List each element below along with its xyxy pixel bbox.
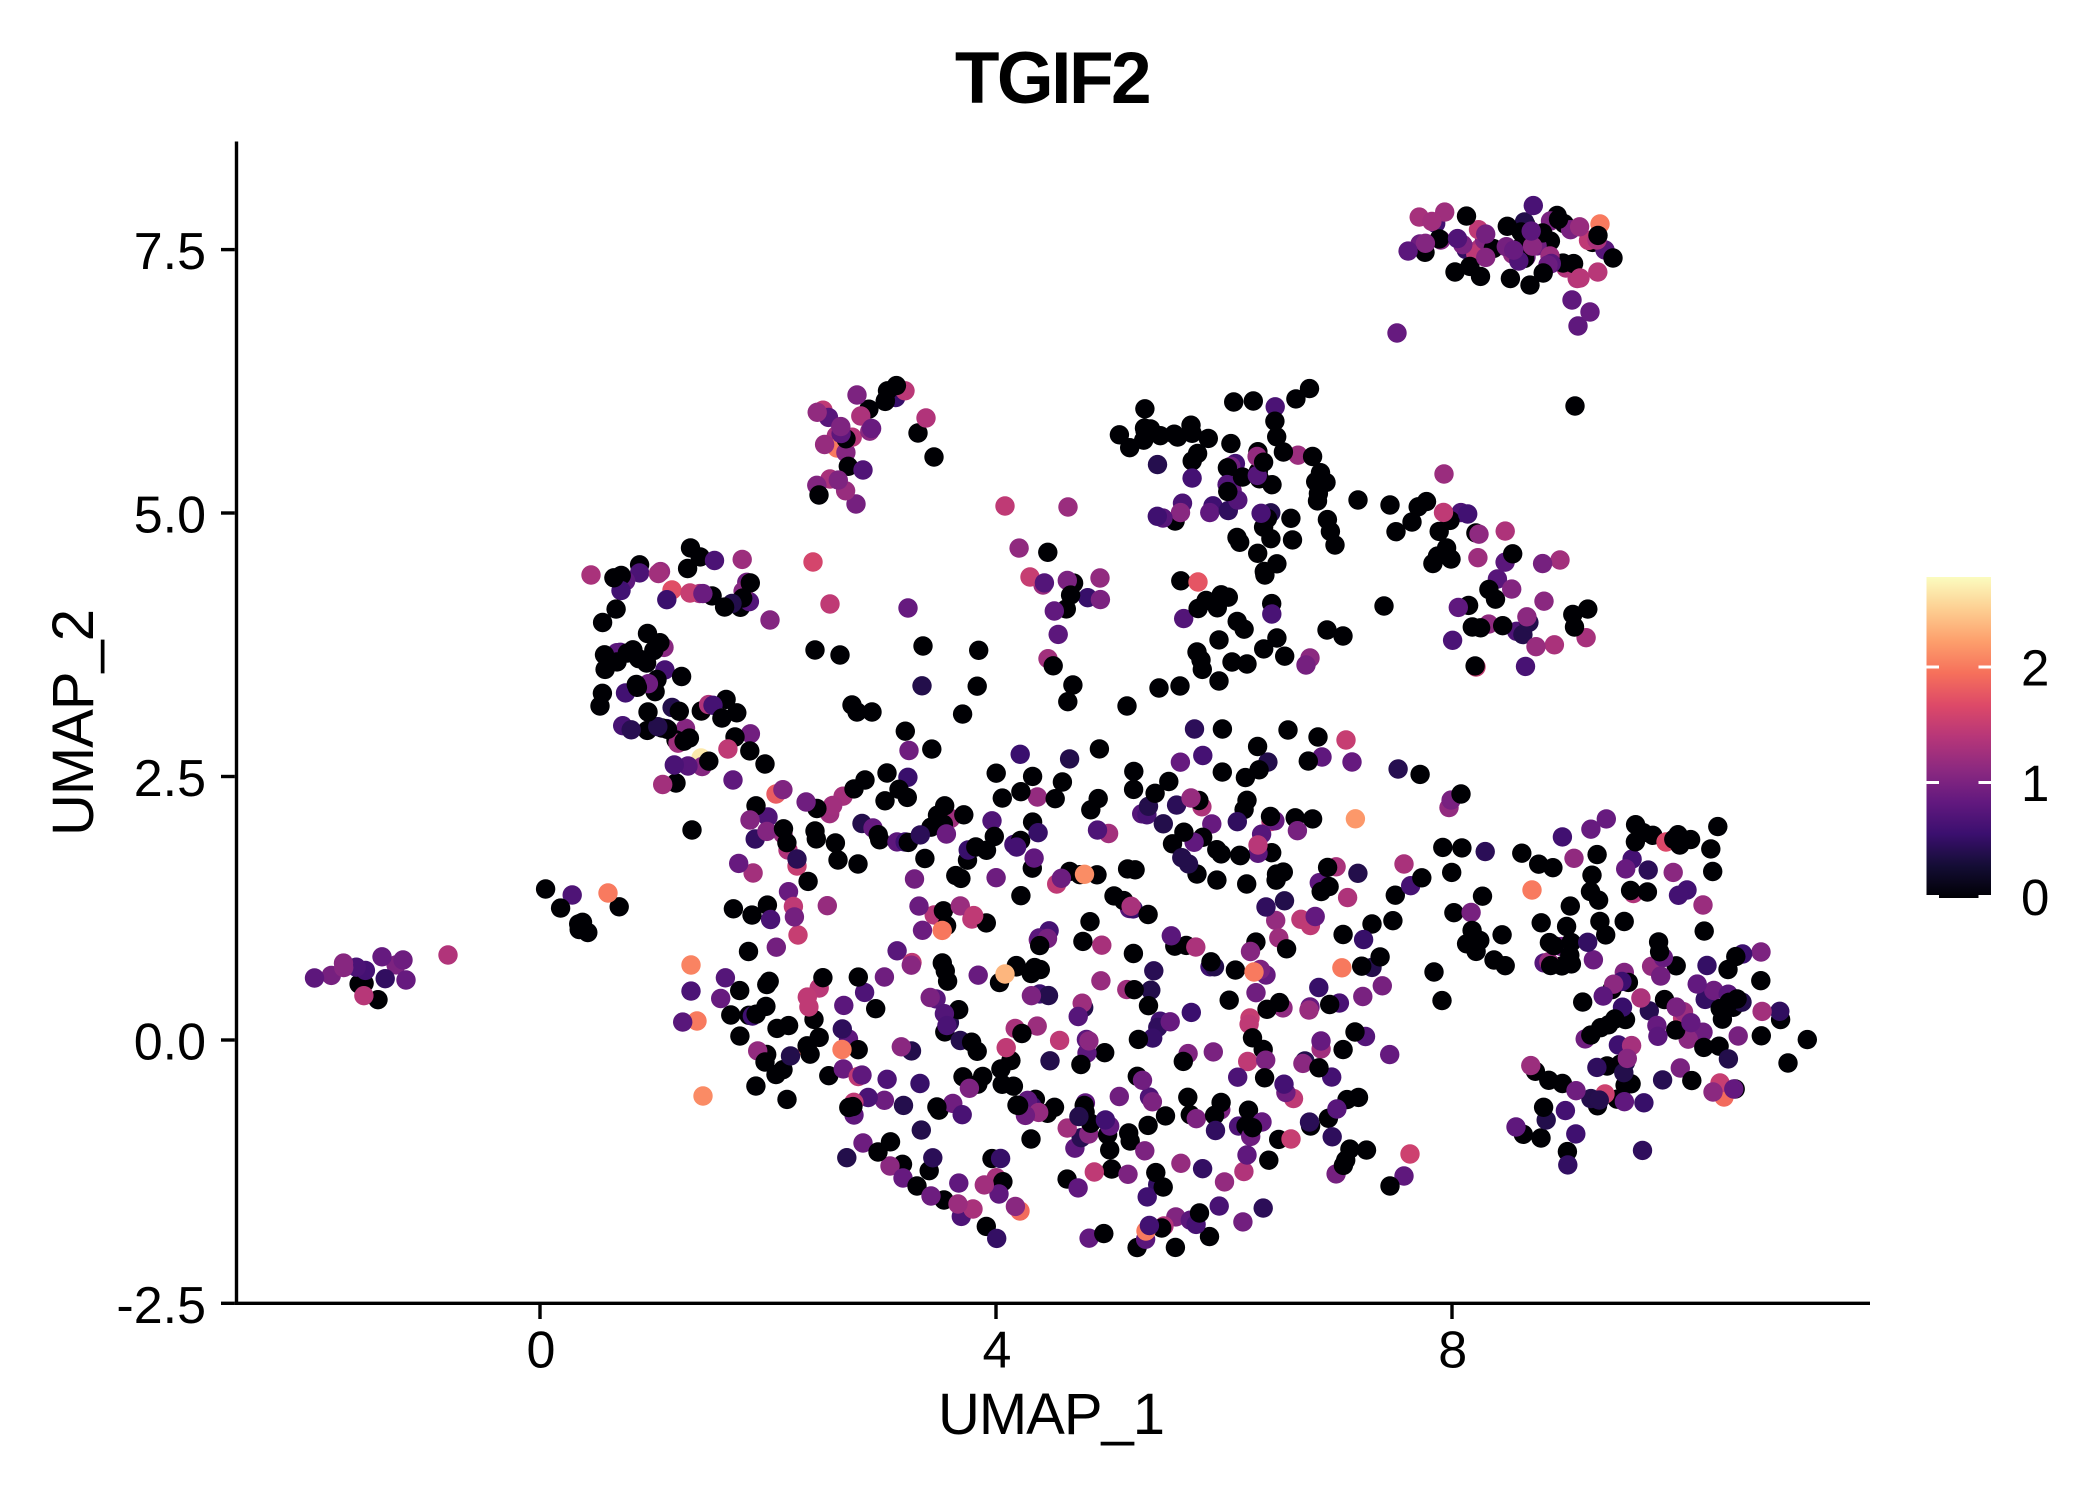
svg-text:UMAP_2: UMAP_2 — [41, 610, 106, 836]
svg-text:4: 4 — [983, 1322, 1012, 1380]
svg-text:8: 8 — [1438, 1322, 1467, 1380]
svg-text:0: 0 — [527, 1322, 556, 1380]
svg-text:2: 2 — [2021, 640, 2049, 697]
svg-text:-2.5: -2.5 — [116, 1277, 206, 1335]
svg-text:TGIF2: TGIF2 — [955, 38, 1149, 119]
svg-text:2.5: 2.5 — [134, 750, 206, 808]
svg-text:5.0: 5.0 — [134, 487, 206, 545]
svg-text:0.0: 0.0 — [134, 1014, 206, 1072]
svg-text:UMAP_1: UMAP_1 — [938, 1382, 1164, 1447]
svg-text:7.5: 7.5 — [134, 223, 206, 281]
svg-text:0: 0 — [2021, 869, 2049, 926]
svg-text:1: 1 — [2021, 755, 2049, 812]
